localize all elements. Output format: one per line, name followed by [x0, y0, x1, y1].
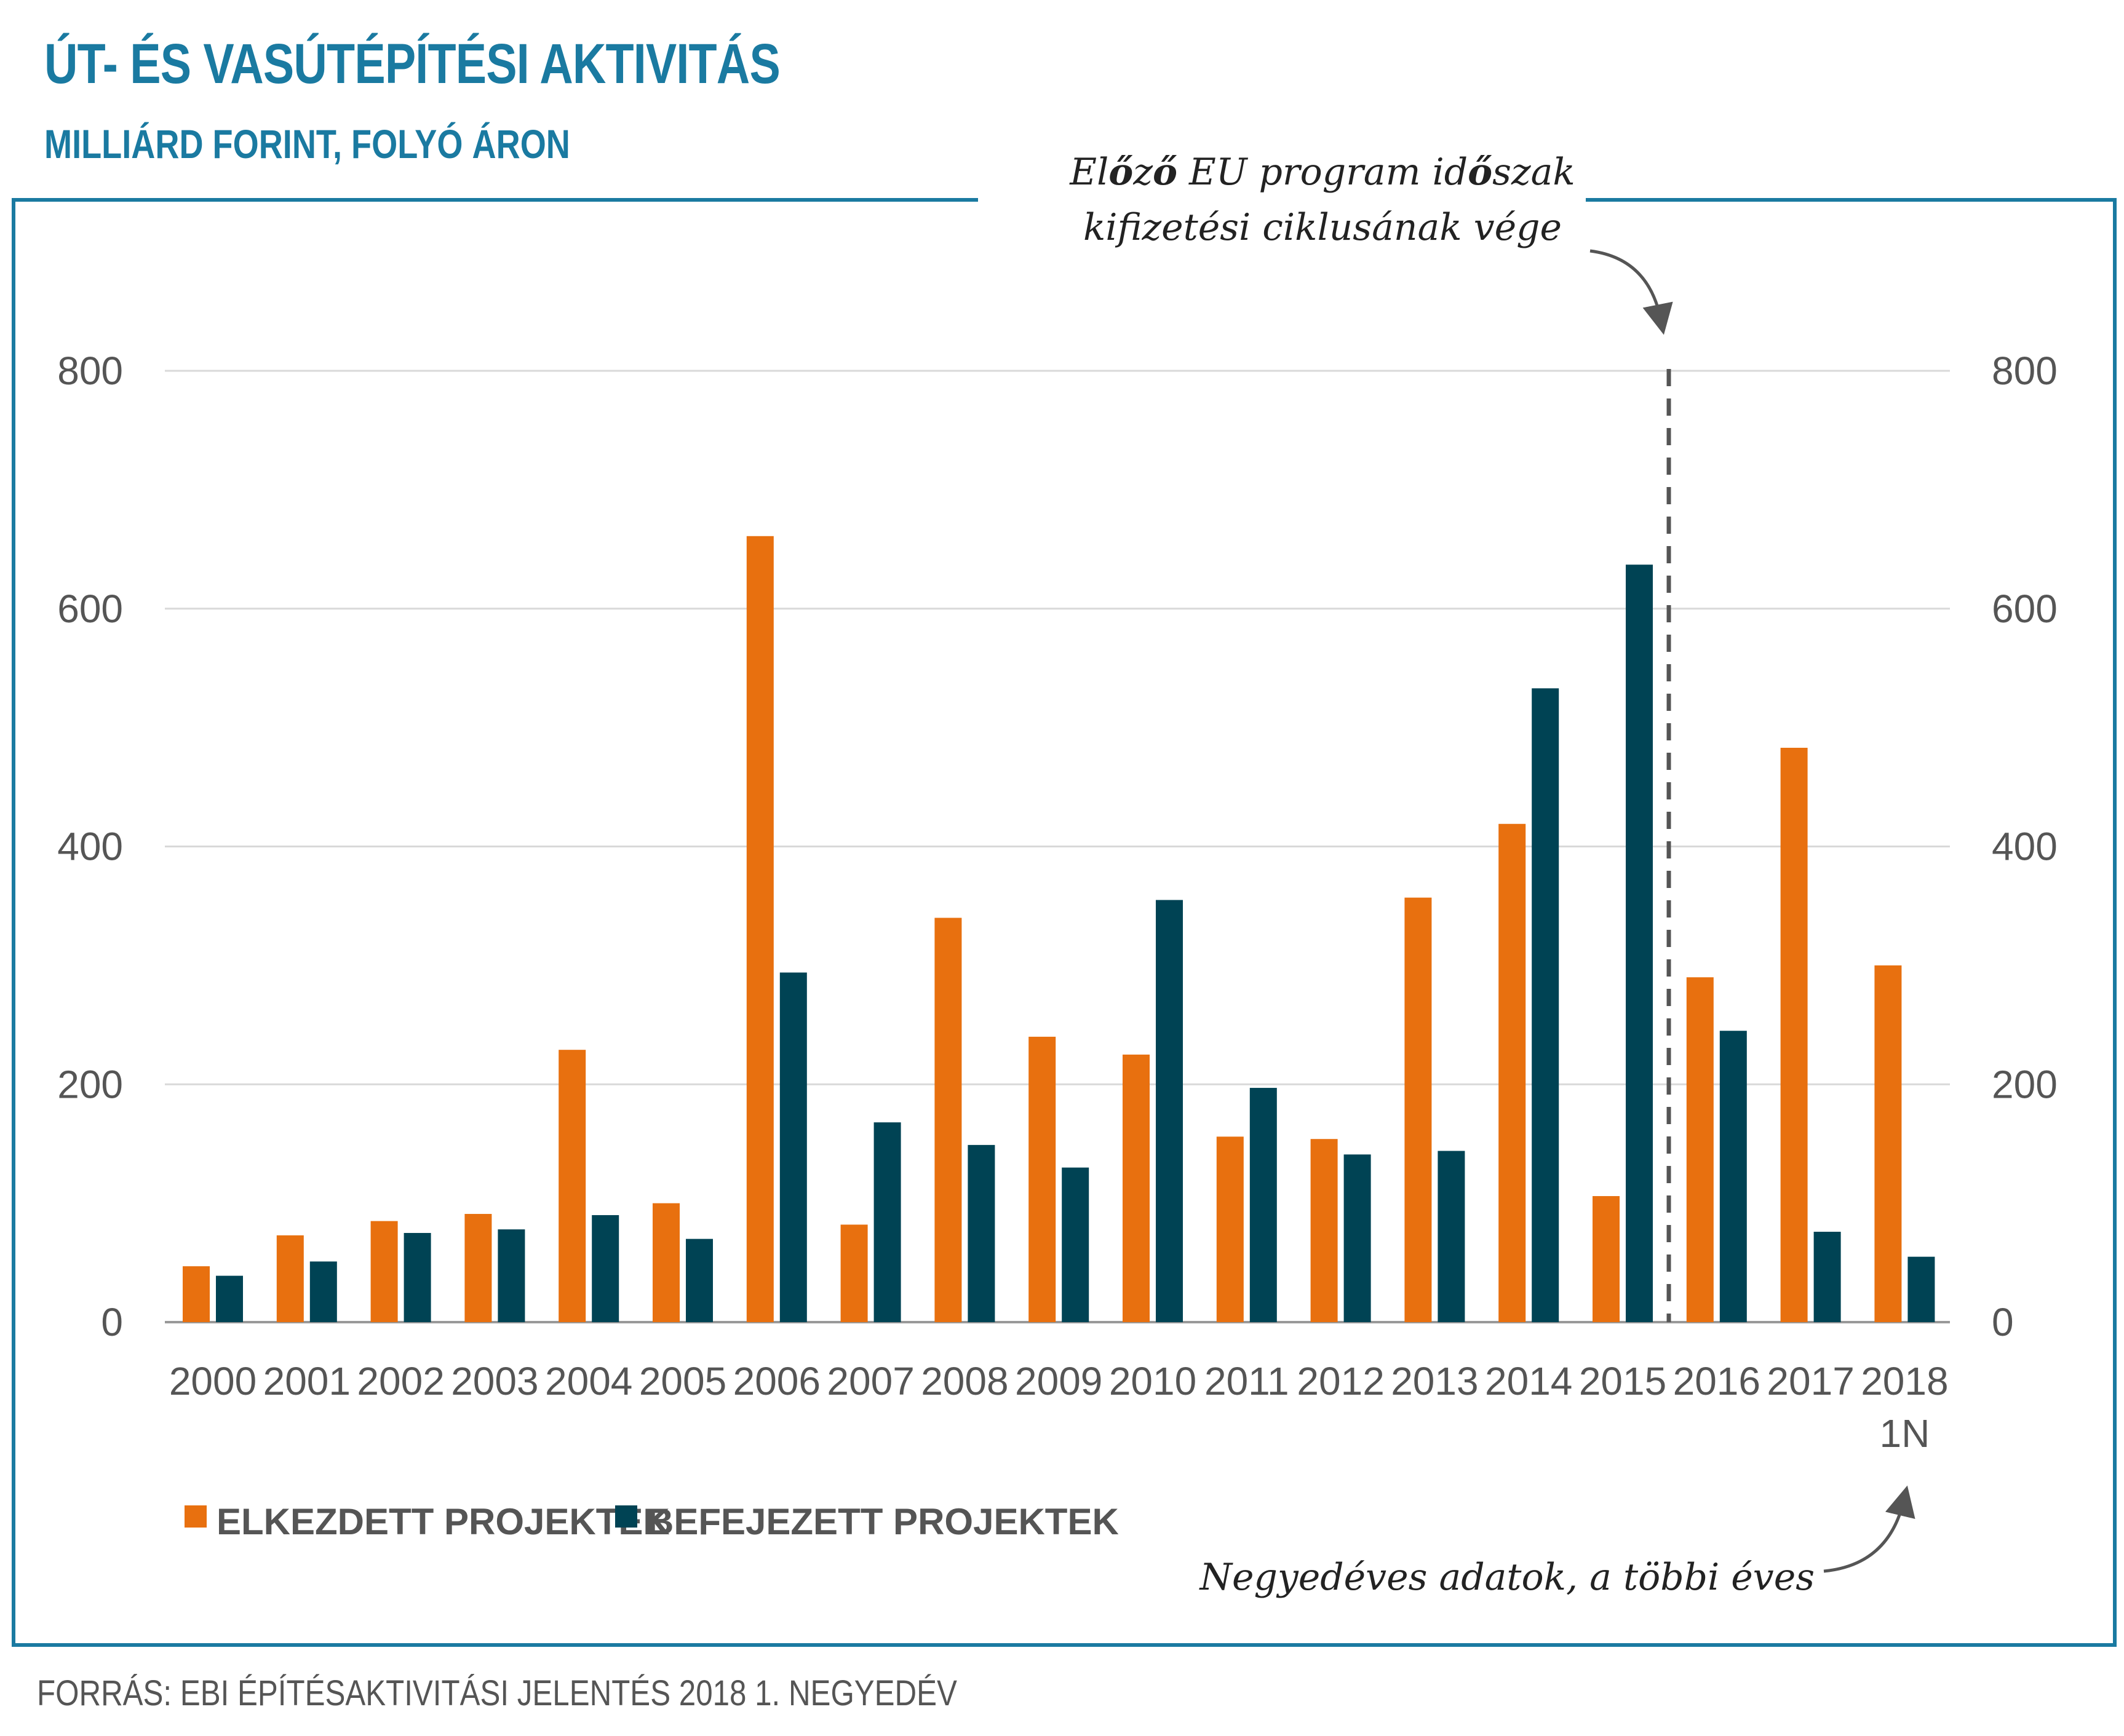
y-tick-left-0: 0 [101, 1300, 123, 1344]
x-tick-label-2012: 2012 [1297, 1359, 1384, 1403]
chart-subtitle: MILLIÁRD FORINT, FOLYÓ ÁRON [44, 121, 570, 167]
legend: ELKEZDETT PROJEKTEK BEFEJEZETT PROJEKTEK [185, 1501, 1119, 1542]
bar-started-2004 [559, 1050, 586, 1322]
bar-finished-2015 [1626, 565, 1653, 1323]
x-tick-label-2017: 2017 [1767, 1359, 1854, 1403]
chart-title: ÚT- ÉS VASÚTÉPÍTÉSI AKTIVITÁS [44, 33, 781, 95]
x-tick-label-2000: 2000 [169, 1359, 257, 1403]
y-tick-left-400: 400 [57, 825, 123, 869]
bar-started-2012 [1310, 1139, 1338, 1322]
x-tick-label-2018: 2018 1N [1861, 1359, 1948, 1456]
bar-finished-2011 [1249, 1088, 1277, 1322]
x-tick-label-2015: 2015 [1579, 1359, 1666, 1403]
y-tick-left-800: 800 [57, 349, 123, 393]
eu-annotation-arrow [1589, 249, 1673, 335]
y-tick-left-600: 600 [57, 587, 123, 631]
eu-annotation-line1: Előző EU program időszak [1069, 151, 1575, 194]
bar-started-2001 [276, 1235, 304, 1322]
bar-started-2010 [1123, 1054, 1150, 1322]
bar-finished-2008 [968, 1144, 995, 1322]
bar-finished-2004 [592, 1215, 619, 1322]
y-tick-left-200: 200 [57, 1062, 123, 1106]
x-tick-label-2007: 2007 [827, 1359, 914, 1403]
x-tick-label-2009: 2009 [1015, 1359, 1102, 1403]
bar-finished-2012 [1343, 1154, 1371, 1322]
bar-started-2018 [1874, 965, 1902, 1322]
legend-swatch-started [185, 1505, 207, 1528]
bar-finished-2000 [216, 1275, 243, 1322]
source-note: FORRÁS: EBI ÉPÍTÉSAKTIVITÁSI JELENTÉS 20… [37, 1673, 957, 1713]
x-tick-label-2013: 2013 [1391, 1359, 1478, 1403]
bar-finished-2010 [1156, 900, 1183, 1322]
bar-finished-2005 [686, 1239, 713, 1322]
bar-finished-2002 [404, 1232, 431, 1322]
bar-started-2006 [746, 536, 774, 1322]
bar-started-2003 [464, 1214, 492, 1322]
x-tick-label-2005: 2005 [639, 1359, 726, 1403]
x-tick-label-2016: 2016 [1673, 1359, 1760, 1403]
x-tick-label-2008: 2008 [921, 1359, 1008, 1403]
x-tick-label-2014: 2014 [1485, 1359, 1572, 1403]
x-tick-label-2011: 2011 [1204, 1359, 1289, 1403]
bar-started-2014 [1498, 823, 1526, 1322]
x-axis-labels: 2000 2001 2002 2003 2004 2005 2006 2007 2008 2009… [169, 1359, 1949, 1456]
bar-started-2008 [934, 918, 962, 1322]
legend-label-finished: BEFEJEZETT PROJEKTEK [647, 1501, 1119, 1542]
x-tick-label-2004: 2004 [545, 1359, 632, 1403]
gridlines [165, 370, 1950, 1323]
bar-finished-2009 [1062, 1167, 1089, 1322]
bar-started-2007 [840, 1224, 868, 1322]
bar-finished-2001 [309, 1261, 337, 1322]
bar-started-2002 [370, 1221, 398, 1322]
bar-started-2000 [183, 1266, 210, 1322]
bar-finished-2016 [1719, 1031, 1747, 1322]
bar-finished-2014 [1532, 688, 1559, 1322]
x-tick-label-2002: 2002 [357, 1359, 444, 1403]
bar-finished-2003 [498, 1229, 525, 1322]
bar-started-2005 [653, 1203, 680, 1322]
bar-finished-2006 [779, 972, 807, 1322]
legend-swatch-finished [615, 1505, 637, 1528]
bar-finished-2017 [1813, 1232, 1841, 1322]
eu-annotation-line2: kifizetési ciklusának vége [1083, 206, 1562, 249]
x-tick-label-2010: 2010 [1109, 1359, 1196, 1403]
bars [183, 536, 1935, 1323]
legend-label-started: ELKEZDETT PROJEKTEK [217, 1501, 670, 1542]
bar-started-2011 [1216, 1136, 1244, 1322]
chart-frame [12, 198, 2117, 1647]
y-tick-right-200: 200 [1992, 1062, 2058, 1106]
y-axis-right: 0 200 400 600 800 [1992, 349, 2058, 1344]
bar-started-2013 [1404, 897, 1432, 1322]
x-tick-label-2001: 2001 [263, 1359, 351, 1403]
x-tick-label-2003: 2003 [451, 1359, 538, 1403]
quarterly-annotation: Negyedéves adatok, a többi éves [1198, 1556, 1815, 1599]
y-axis-left: 0 200 400 600 800 [57, 349, 123, 1344]
x-tick-label-2006: 2006 [733, 1359, 821, 1403]
y-tick-right-800: 800 [1992, 349, 2058, 393]
bar-started-2009 [1028, 1036, 1056, 1322]
bar-started-2015 [1593, 1196, 1620, 1322]
y-tick-right-0: 0 [1992, 1300, 2014, 1344]
y-tick-right-400: 400 [1992, 825, 2058, 869]
bar-started-2016 [1686, 977, 1714, 1322]
bar-finished-2013 [1438, 1151, 1465, 1322]
quarterly-annotation-arrow [1823, 1485, 1915, 1573]
y-tick-right-600: 600 [1992, 587, 2058, 631]
bar-finished-2007 [873, 1122, 901, 1322]
bar-started-2017 [1780, 747, 1808, 1322]
bar-finished-2018 [1907, 1256, 1935, 1322]
